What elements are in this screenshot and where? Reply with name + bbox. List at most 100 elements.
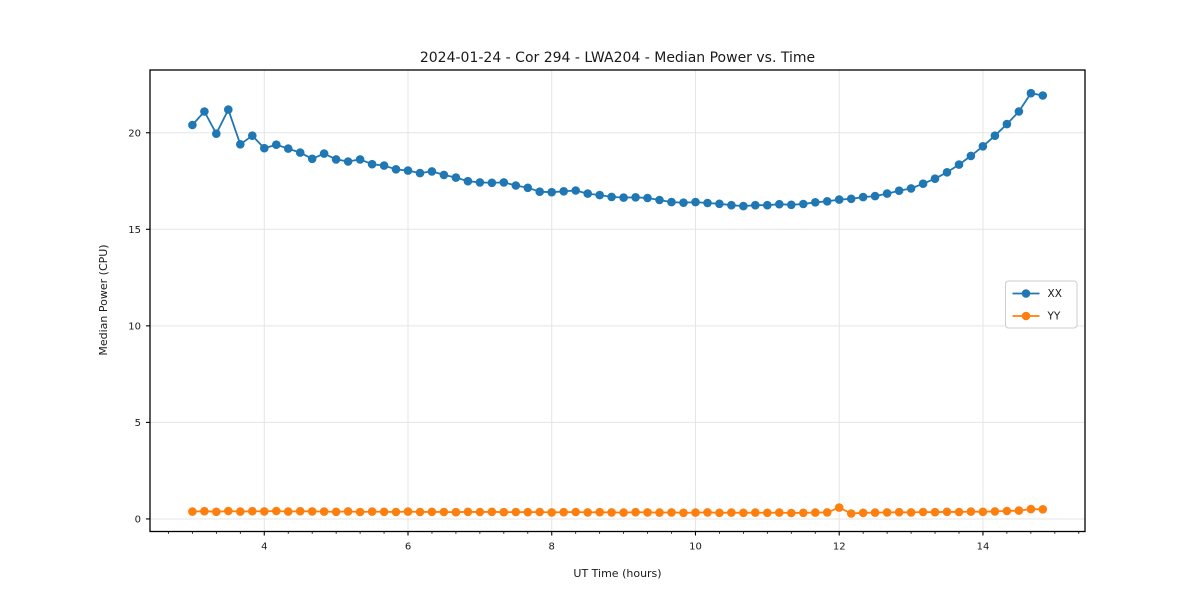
series-YY-marker [799,508,808,518]
x-tick-label: 10 [689,542,702,553]
series-XX-marker [212,129,221,138]
series-XX-marker [858,192,868,202]
series-XX-marker [894,186,904,195]
series-YY-marker [1038,505,1048,514]
series-XX-marker [451,173,461,182]
series-XX-marker [283,144,293,153]
series-XX-marker [571,186,580,195]
series-XX-marker [906,184,916,193]
series-XX-marker [966,151,976,161]
legend-XX-label: XX [1048,288,1062,300]
series-XX-marker [547,187,556,197]
series-YY-marker [811,508,820,517]
x-tick-label: 6 [405,542,411,553]
series-XX-marker [822,197,832,206]
series-YY-marker [583,508,592,517]
series-YY-marker [391,507,401,517]
series-YY-marker [918,507,928,517]
series-YY-marker [751,508,760,517]
x-tick-label: 8 [549,542,555,553]
series-YY-marker [954,507,964,517]
series-XX-marker [355,155,365,164]
legend-YY-marker [1021,311,1031,321]
series-XX-marker [739,201,748,211]
series-YY-marker [679,508,688,518]
series-YY-marker [272,506,281,516]
series-YY-marker [403,507,413,516]
series-YY-marker [1002,506,1012,516]
series-XX-marker [272,140,281,149]
series-XX-marker [954,160,964,169]
grid-layer [150,70,1085,532]
x-tick-label: 4 [261,542,267,553]
tick-label-layer: 4 6 8 10 12 14 0 5 10 15 20 [128,128,989,552]
series-YY-marker [1014,506,1024,515]
series-YY-marker [930,507,940,517]
series-YY-marker [415,507,425,517]
series-XX-marker [882,189,892,198]
y-tick-label: 10 [128,321,141,332]
series-YY-marker [822,508,832,517]
series-XX-marker [391,165,401,174]
series-XX-marker [834,195,844,204]
series-XX-marker [691,197,700,207]
series-YY-marker [295,506,305,516]
series-YY-marker [990,507,1000,516]
series-XX-marker [811,198,820,207]
series-YY-marker [260,507,269,516]
series-YY-marker [487,507,497,517]
series-YY-marker [475,507,485,517]
x-axis-label: UT Time (hours) [573,567,661,580]
series-XX-marker [870,191,880,201]
series-XX-marker [499,178,509,187]
series-YY-marker [236,507,245,516]
series-XX-marker [990,131,1000,140]
chart-title: 2024-01-24 - Cor 294 - LWA204 - Median P… [420,50,815,66]
series-XX-marker [307,154,317,164]
series-XX-marker [523,183,533,193]
series-XX-marker [1002,119,1012,129]
series-XX-marker [1014,107,1024,116]
series-YY-marker [343,507,353,516]
series-YY-marker [691,508,700,517]
series-YY-marker [942,507,952,517]
series-XX-marker [727,200,736,210]
series-XX-marker [667,197,676,207]
series-YY-marker [283,507,293,516]
series-YY-marker [978,507,988,517]
series-XX-marker [930,174,940,183]
series-XX-marker [655,195,664,205]
series-YY-marker [631,507,640,517]
series-YY-marker [775,508,784,517]
series-XX-marker [463,176,473,186]
legend: XX YY [1005,280,1078,329]
series-XX-marker [643,193,652,203]
series-XX-marker [978,142,988,151]
series-YY-marker [355,507,365,517]
series-YY-marker [439,507,449,517]
series-YY-marker [966,507,976,516]
series-XX-marker [224,105,233,114]
series-YY-marker [619,508,628,517]
series-XX-marker [631,193,640,202]
series-XX-marker [379,161,389,170]
series-YY-marker [331,507,341,517]
series-YY-marker [894,507,904,517]
series-XX-marker [367,159,377,169]
series-YY-marker [846,509,856,518]
series-YY-marker [703,508,712,517]
series-XX-marker [427,167,437,176]
series-XX-marker [619,193,628,202]
series-YY-marker [367,507,377,516]
series-YY-marker [571,507,580,517]
series-XX-marker [679,198,688,207]
x-tick-label: 14 [977,542,990,553]
series-XX-marker [751,200,760,210]
series-XX-marker [260,143,269,153]
legend-XX-marker [1021,289,1031,298]
y-tick-label: 0 [135,514,141,525]
x-tick-label: 12 [833,542,846,553]
series-YY-marker [212,507,221,517]
series-YY-marker [595,507,604,517]
